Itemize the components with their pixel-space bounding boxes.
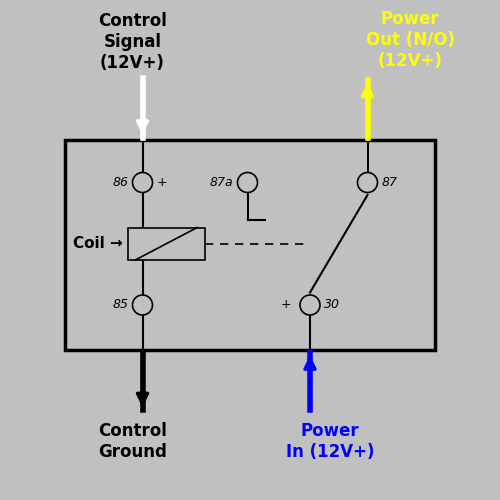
Text: 87a: 87a xyxy=(210,176,234,189)
Text: 85: 85 xyxy=(112,298,128,312)
Text: Power
In (12V+): Power In (12V+) xyxy=(286,422,374,462)
Text: Coil →: Coil → xyxy=(73,236,122,251)
Text: 87: 87 xyxy=(382,176,398,189)
Circle shape xyxy=(358,172,378,193)
Text: +: + xyxy=(156,176,167,189)
Circle shape xyxy=(132,295,152,315)
Text: Control
Signal
(12V+): Control Signal (12V+) xyxy=(98,12,167,72)
Circle shape xyxy=(132,172,152,193)
Text: 86: 86 xyxy=(112,176,128,189)
Text: +: + xyxy=(280,298,291,312)
Text: 30: 30 xyxy=(324,298,340,312)
Bar xyxy=(128,228,205,260)
Bar xyxy=(65,140,435,350)
Text: Power
Out (N/O)
(12V+): Power Out (N/O) (12V+) xyxy=(366,10,454,70)
Circle shape xyxy=(300,295,320,315)
Circle shape xyxy=(238,172,258,193)
Text: Control
Ground: Control Ground xyxy=(98,422,167,462)
